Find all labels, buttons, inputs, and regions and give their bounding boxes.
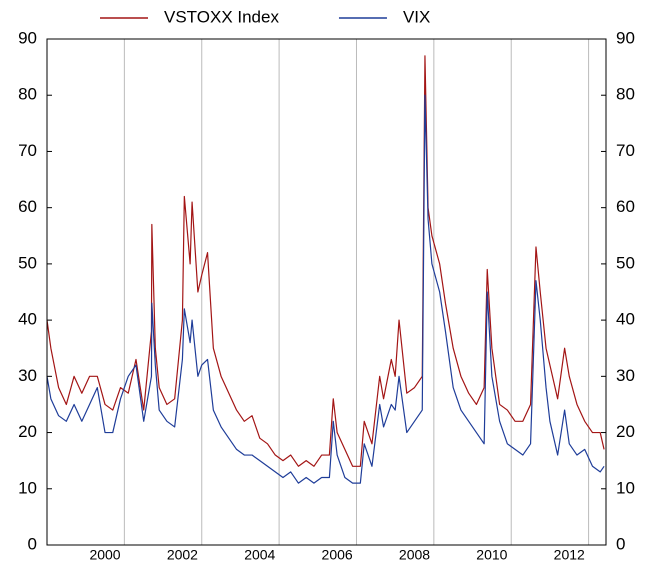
- y2-tick-label: 90: [616, 28, 635, 47]
- legend-label: VSTOXX Index: [164, 7, 279, 26]
- legend-label: VIX: [403, 7, 430, 26]
- x-tick-label: 2000: [89, 547, 120, 563]
- y2-tick-label: 70: [616, 141, 635, 160]
- y2-tick-label: 50: [616, 253, 635, 272]
- y2-tick-label: 80: [616, 85, 635, 104]
- y2-tick-label: 40: [616, 310, 635, 329]
- y-tick-label: 50: [18, 253, 37, 272]
- y-tick-label: 90: [18, 28, 37, 47]
- x-tick-label: 2002: [167, 547, 198, 563]
- x-tick-label: 2010: [476, 547, 507, 563]
- x-tick-label: 2012: [554, 547, 585, 563]
- y-tick-label: 70: [18, 141, 37, 160]
- x-tick-label: 2004: [244, 547, 275, 563]
- line: [46, 94, 605, 484]
- line: [46, 55, 605, 467]
- y2-tick-label: 20: [616, 422, 635, 441]
- x-tick-label: 2008: [399, 547, 430, 563]
- y2-tick-label: 30: [616, 366, 635, 385]
- y-tick-label: 40: [18, 310, 37, 329]
- plot-frame: [46, 38, 607, 546]
- y-tick-label: 30: [18, 366, 37, 385]
- y-tick-label: 10: [18, 478, 37, 497]
- x-tick-label: 2006: [322, 547, 353, 563]
- y-tick-label: 80: [18, 85, 37, 104]
- y-tick-label: 0: [28, 534, 37, 553]
- y-tick-label: 20: [18, 422, 37, 441]
- y2-tick-label: 0: [616, 534, 625, 553]
- y-tick-label: 60: [18, 197, 37, 216]
- y2-tick-label: 10: [616, 478, 635, 497]
- y2-tick-label: 60: [616, 197, 635, 216]
